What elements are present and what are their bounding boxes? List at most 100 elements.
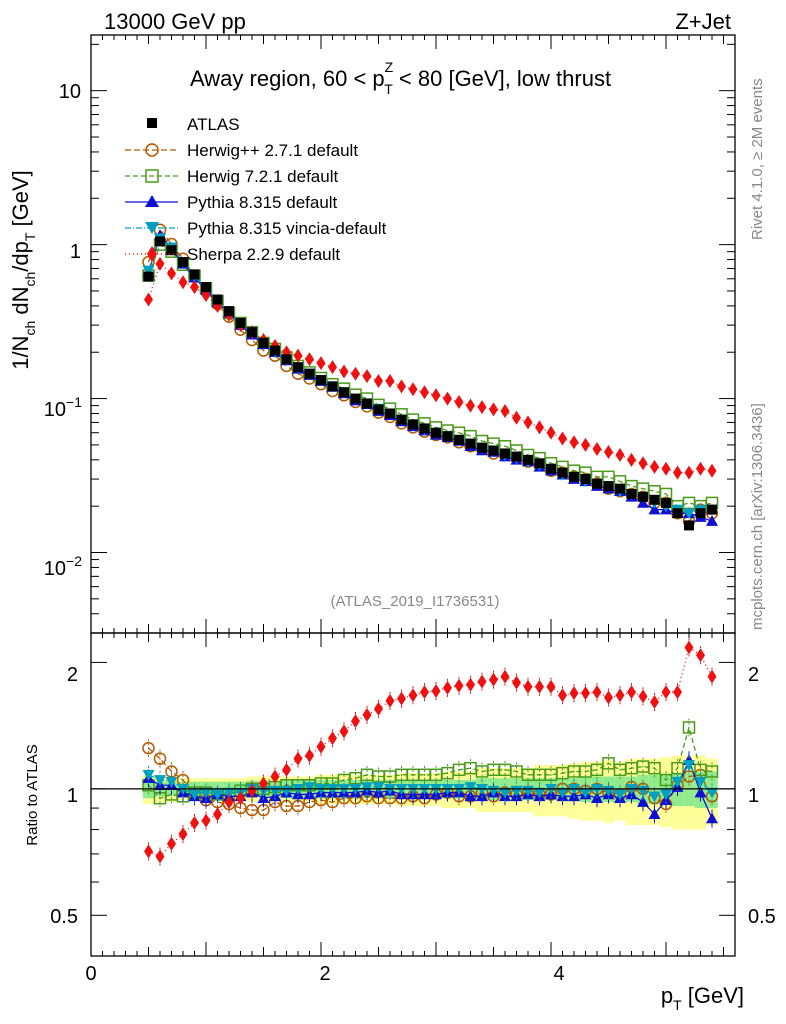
legend-label-sherpa: Sherpa 2.2.9 default <box>187 245 340 264</box>
series-2-ratio-point-44 <box>648 808 661 820</box>
series-1-main-line <box>147 243 713 507</box>
series-1-ratio-point-40 <box>602 757 615 770</box>
series-4-ratio-point-40 <box>604 690 613 705</box>
atlas-point-24 <box>419 423 430 434</box>
y-tick-label-1: 1 <box>70 241 81 263</box>
series-4-ratio-point-16 <box>328 731 337 746</box>
atlas-point-26 <box>442 431 453 442</box>
legend-marker-vincia <box>145 222 159 234</box>
atlas-point-17 <box>339 387 349 398</box>
series-4-ratio-line <box>148 646 713 858</box>
atlas-point-39 <box>592 478 602 489</box>
series-4-main-point-48 <box>696 461 705 476</box>
y-tick-label-0-1: 10−1 <box>44 394 82 421</box>
series-4-ratio-point-26 <box>443 680 452 695</box>
series-4-ratio-point-5 <box>201 813 211 828</box>
series-3-ratio-point-1 <box>154 775 166 786</box>
atlas-point-28 <box>465 438 476 449</box>
series-4-ratio-point-9 <box>247 783 257 798</box>
series-4-ratio-point-19 <box>362 707 372 722</box>
series-4-ratio-point-6 <box>213 807 222 822</box>
legend-label-vincia: Pythia 8.315 vincia-default <box>187 219 387 238</box>
y-tick-label-10: 10 <box>59 81 81 103</box>
atlas-point-14 <box>304 368 315 379</box>
ylabel-b-sub: ch <box>22 272 38 287</box>
legend-marker-pythia <box>145 195 159 207</box>
y-tick-0-1-exp: −1 <box>66 394 82 410</box>
series-4-main-point-28 <box>466 398 475 413</box>
ratio-y-axis-label: Ratio to ATLAS <box>24 744 41 845</box>
series-4-main-point-30 <box>489 402 498 417</box>
xlabel-unit: [GeV] <box>682 983 744 1008</box>
atlas-point-49 <box>707 504 717 515</box>
series-4-main-line <box>147 262 713 474</box>
series-4-ratio-point-48 <box>696 648 705 663</box>
ratio-tick-label-0-5-right: 0.5 <box>748 906 776 928</box>
series-4-main-point-24 <box>420 385 429 400</box>
legend-label-herwig7: Herwig 7.2.1 default <box>187 167 338 186</box>
xlabel-main: p <box>661 983 673 1008</box>
series-4-main-point-15 <box>316 356 326 371</box>
series-4-main-point-13 <box>293 348 303 363</box>
atlas-point-31 <box>500 448 510 459</box>
series-4-ratio-point-15 <box>316 739 326 754</box>
y-tick-0-1-base: 10 <box>44 399 66 421</box>
atlas-point-1 <box>155 236 165 247</box>
series-2-main-line <box>147 233 713 522</box>
title-part-sub: T <box>384 81 393 97</box>
series-4-ratio-point-21 <box>385 693 395 708</box>
ratio-tick-label-2-left: 2 <box>67 664 78 686</box>
series-4-ratio-point-20 <box>374 701 383 716</box>
tick-labels: 0 2 4 10 1 10−1 10−2 2 1 0.5 2 1 0.5 <box>44 81 776 985</box>
series-4-ratio-point-27 <box>454 678 464 693</box>
series-3-ratio-point-28 <box>464 782 477 794</box>
ylabel-c-sub: T <box>22 232 38 241</box>
series-2-ratio-point-48 <box>694 786 707 798</box>
series-3-ratio-point-0 <box>142 770 155 781</box>
series-4-ratio-point-0 <box>144 844 153 859</box>
series-3-ratio-point-2 <box>165 776 178 788</box>
series-4-main-point-38 <box>581 437 590 452</box>
ylabel-d: [GeV] <box>8 170 33 232</box>
chart-title: Away region, 60 < pZ T < 80 [GeV], low th… <box>190 59 611 97</box>
series-3-ratio-point-31 <box>499 787 511 799</box>
x-tick-label-0: 0 <box>85 963 96 985</box>
atlas-point-8 <box>235 317 246 328</box>
series-4-main-point-16 <box>328 360 337 375</box>
series-4-ratio-point-7 <box>224 795 234 810</box>
series-4-ratio-point-28 <box>466 677 475 692</box>
atlas-point-37 <box>569 471 579 482</box>
atlas-point-41 <box>615 483 625 494</box>
atlas-point-11 <box>270 345 280 356</box>
series-4-ratio-point-34 <box>535 679 544 694</box>
ylabel-a: 1/N <box>8 336 33 370</box>
process-label: Z+Jet <box>675 9 731 34</box>
series-4-main-point-36 <box>558 431 567 446</box>
ratio-tick-label-0-5-left: 0.5 <box>50 906 78 928</box>
series-4-main-point-27 <box>454 394 464 409</box>
series-4-ratio-point-31 <box>500 669 510 684</box>
series-4-main-point-35 <box>546 425 556 440</box>
series-4-main-point-40 <box>604 444 613 459</box>
rivet-label: Rivet 4.1.0, ≥ 2M events <box>749 78 766 240</box>
series-4-main-point-46 <box>673 465 682 480</box>
atlas-point-16 <box>327 381 338 392</box>
series-4-ratio-point-36 <box>558 688 567 703</box>
atlas-point-6 <box>212 294 223 305</box>
series-3-ratio-point-49 <box>706 787 718 799</box>
series-4-ratio-point-17 <box>339 724 349 739</box>
atlas-point-19 <box>362 398 372 409</box>
series-4-ratio-point-33 <box>523 679 533 694</box>
legend: ATLAS Herwig++ 2.7.1 default Herwig 7.2.… <box>125 115 387 264</box>
series-4-ratio-point-11 <box>270 769 280 784</box>
atlas-point-15 <box>316 375 326 386</box>
series-4-main-point-31 <box>500 404 510 419</box>
series-3-main-line <box>147 237 712 514</box>
series-2-main-point-44 <box>648 503 661 515</box>
series-4-ratio-point-25 <box>431 683 441 698</box>
series-4-main-point-49 <box>707 463 717 478</box>
series-2-ratio-point-14 <box>303 788 316 800</box>
series-4-main-point-25 <box>431 388 441 403</box>
series-4-ratio-point-41 <box>615 688 625 703</box>
